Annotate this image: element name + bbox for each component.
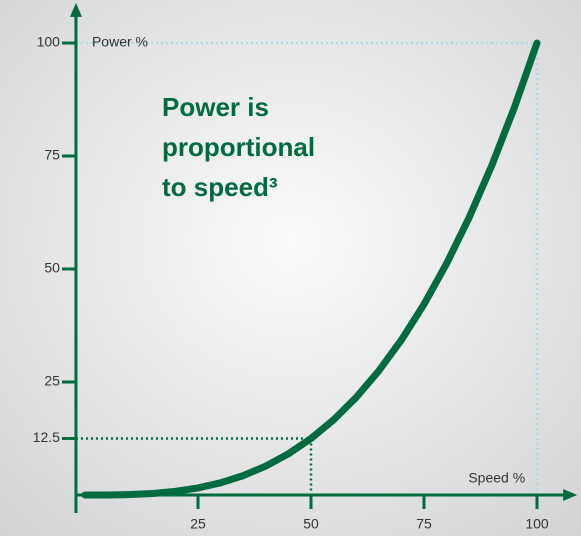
x-tick-label: 50 bbox=[303, 516, 319, 532]
y-tick-label: 25 bbox=[44, 373, 60, 389]
y-tick-label: 100 bbox=[37, 34, 61, 50]
plot: 12.5 25 50 75 100 25 50 75 100 Power % Speed % bbox=[33, 2, 578, 532]
y-axis-arrow bbox=[69, 2, 82, 17]
power-curve bbox=[81, 39, 541, 499]
y-axis-label: Power % bbox=[92, 34, 148, 50]
x-tick-label: 75 bbox=[416, 516, 432, 532]
y-tick-label: 12.5 bbox=[33, 429, 60, 445]
x-tick-label: 100 bbox=[525, 516, 549, 532]
y-tick-label: 50 bbox=[44, 260, 60, 276]
x-axis-arrow bbox=[563, 489, 578, 501]
title-line: proportional bbox=[162, 132, 315, 162]
title-line: Power is bbox=[162, 92, 269, 122]
y-tick-label: 75 bbox=[44, 147, 60, 163]
title-line: to speed³ bbox=[162, 172, 278, 202]
x-tick-label: 25 bbox=[190, 516, 206, 532]
x-axis-label: Speed % bbox=[468, 470, 525, 486]
